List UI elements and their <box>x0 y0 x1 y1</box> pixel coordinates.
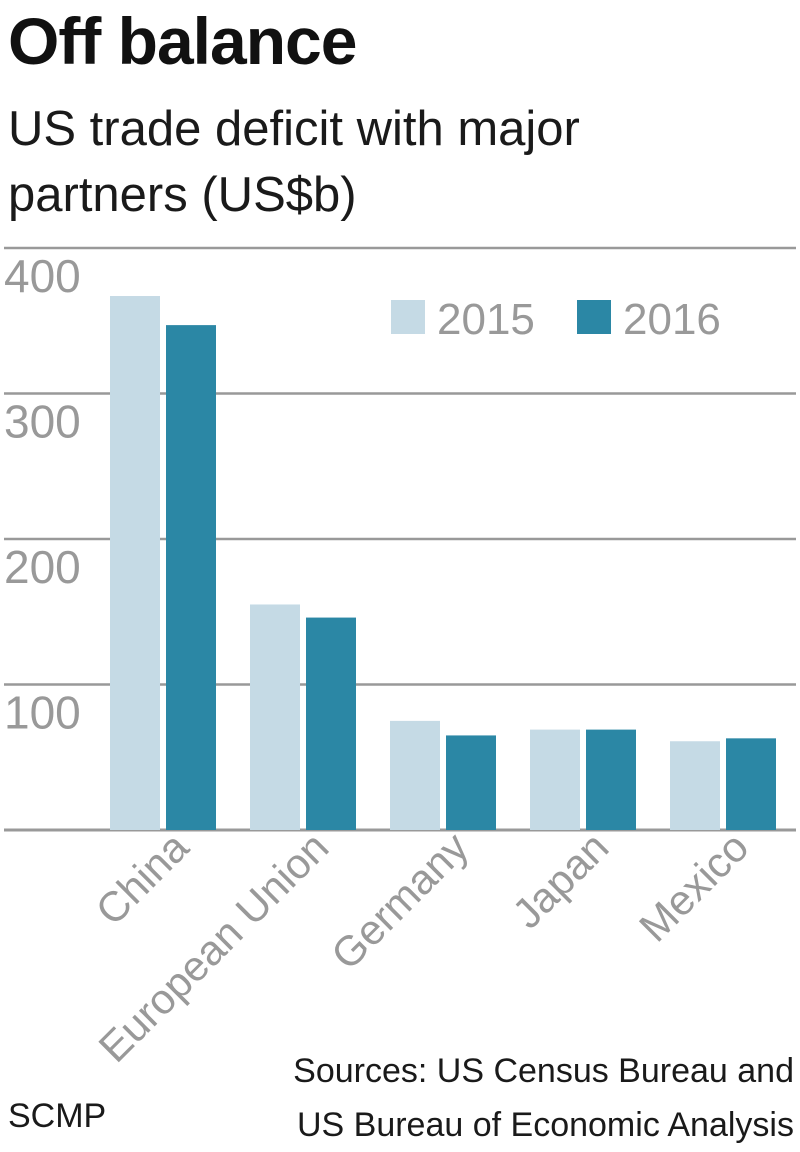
category-label: China <box>87 823 198 934</box>
bar-2015-germany <box>390 720 440 830</box>
credit-label: SCMP <box>8 1097 107 1135</box>
y-tick-label: 400 <box>4 250 81 302</box>
bar-2015-china <box>110 296 160 830</box>
legend-swatch-2015 <box>391 300 425 334</box>
sources-line-1: Sources: US Census Bureau and <box>293 1052 794 1090</box>
legend-swatch-2016 <box>577 300 611 334</box>
legend-label-2015: 2015 <box>437 295 535 344</box>
bar-2016-european-union <box>306 617 356 830</box>
y-tick-label: 100 <box>4 687 81 739</box>
bar-2016-china <box>166 325 216 830</box>
category-label: Japan <box>503 823 617 937</box>
bar-2016-germany <box>446 735 496 830</box>
bar-2015-japan <box>530 729 580 830</box>
chart-title: Off balance <box>8 4 357 78</box>
bar-2015-mexico <box>670 741 720 830</box>
bar-2015-european-union <box>250 604 300 830</box>
chart-subtitle: US trade deficit with major partners (US… <box>8 102 580 222</box>
sources-note: Sources: US Census Bureau and US Bureau … <box>293 1044 794 1152</box>
category-label: Germany <box>322 823 477 978</box>
y-tick-label: 200 <box>4 541 81 593</box>
bar-2016-japan <box>586 729 636 830</box>
bar-2016-mexico <box>726 738 776 830</box>
y-tick-label: 300 <box>4 396 81 448</box>
category-label: Mexico <box>630 823 757 950</box>
legend-label-2016: 2016 <box>623 295 721 344</box>
sources-line-2: US Bureau of Economic Analysis <box>296 1106 794 1144</box>
